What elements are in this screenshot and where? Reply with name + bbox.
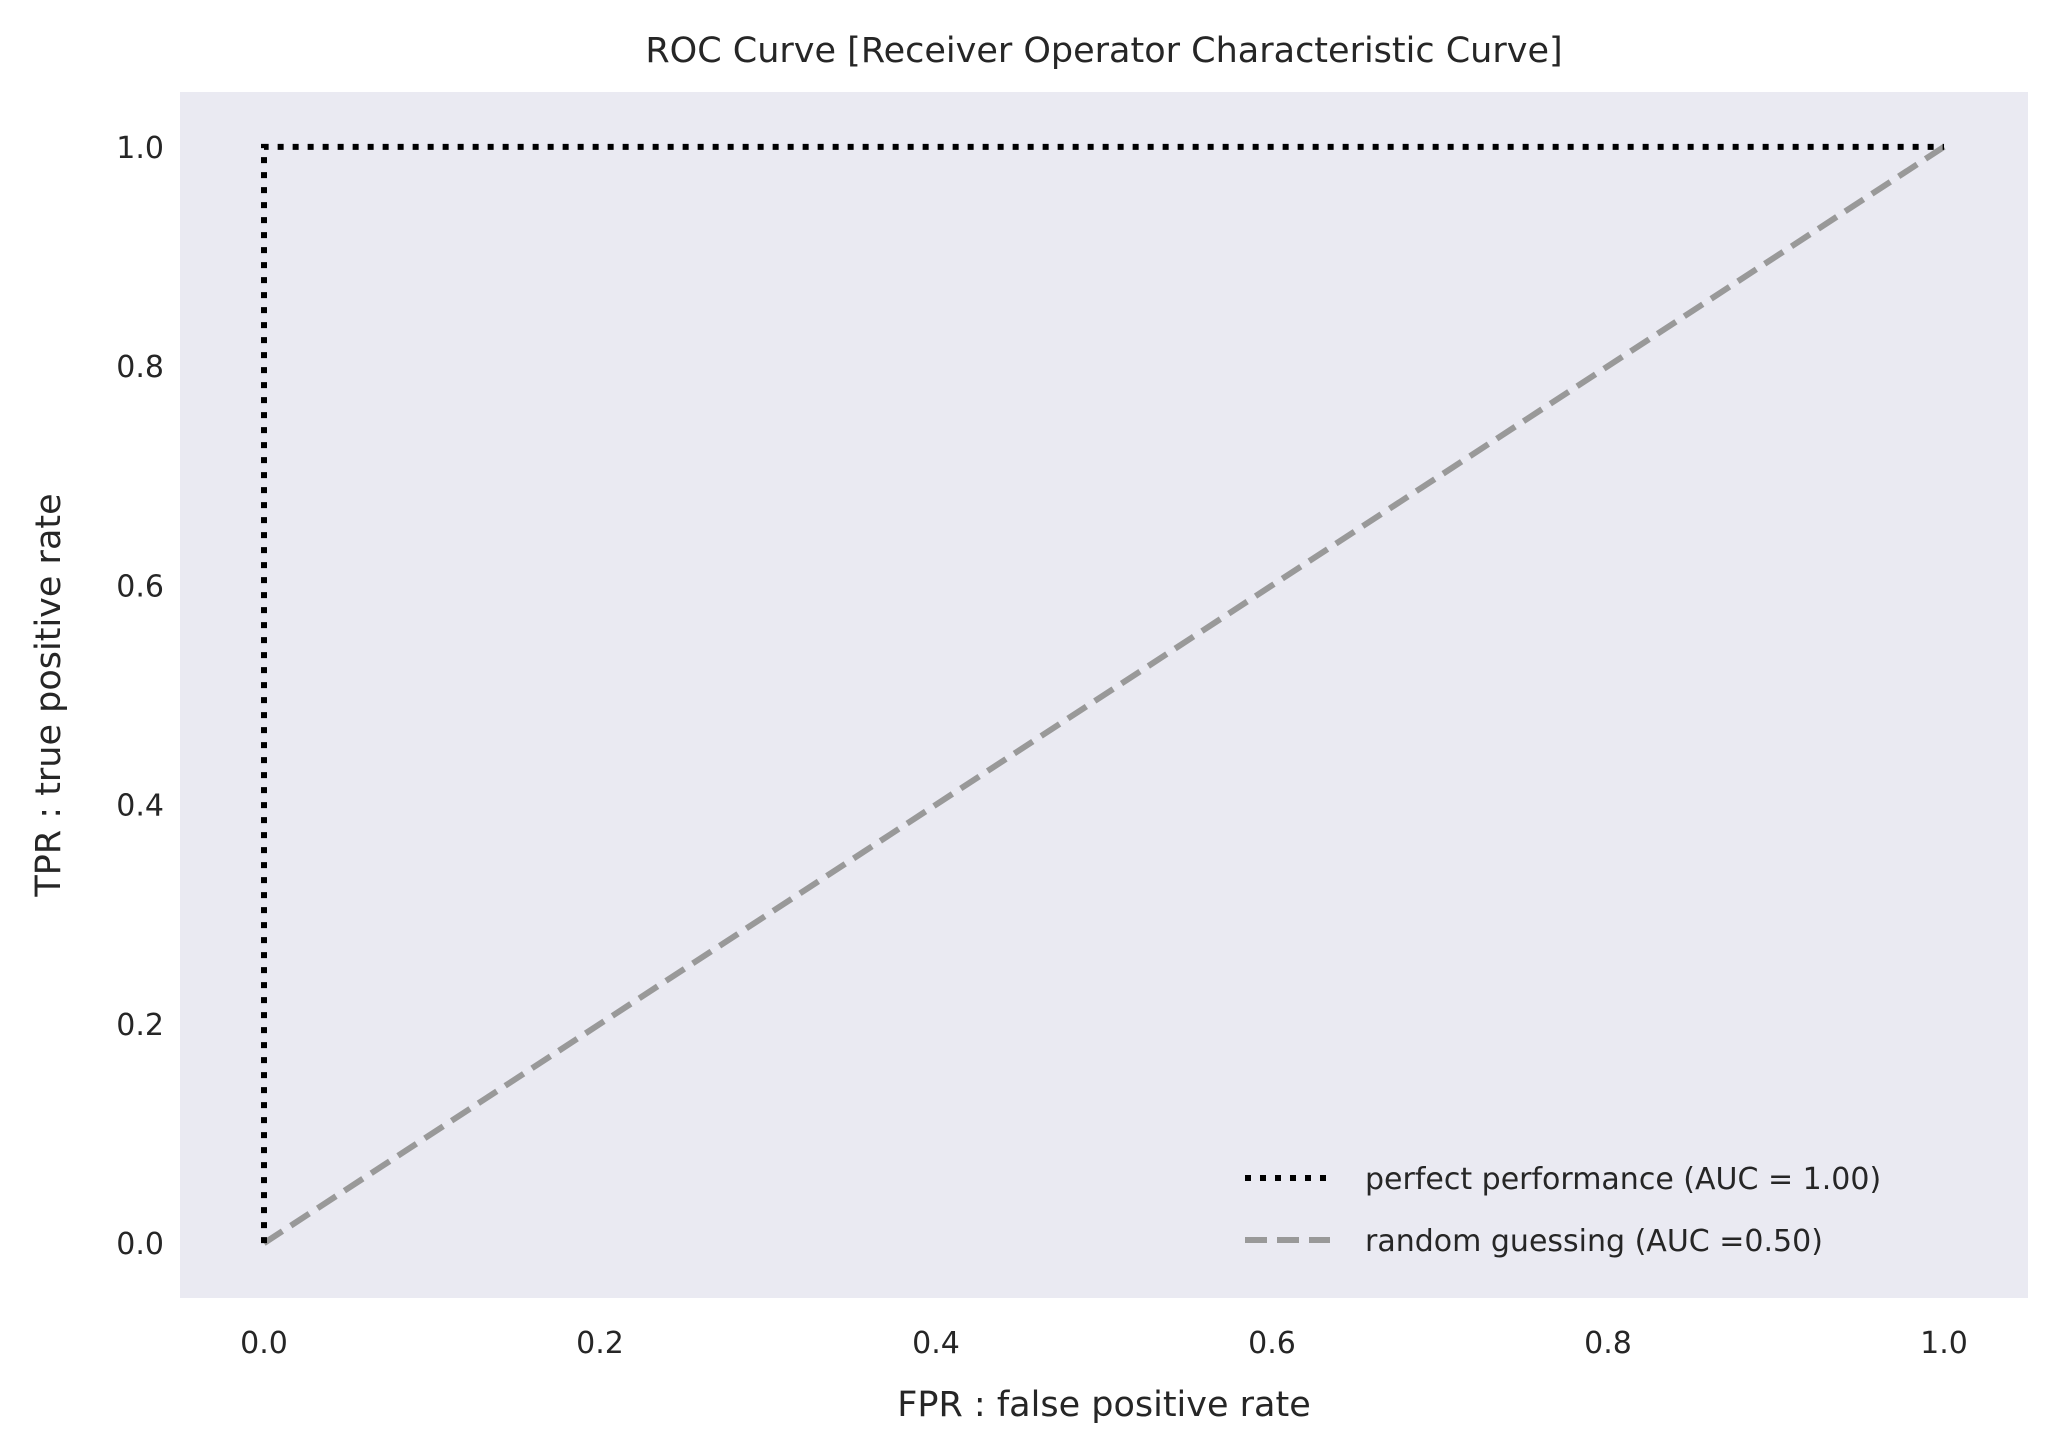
y-axis-ticks: 0.0 0.2 0.4 0.6 0.8 1.0 (116, 131, 164, 1262)
legend-label-1: random guessing (AUC =0.50) (1365, 1224, 1823, 1259)
y-axis-label: TPR : true positive rate (29, 493, 69, 897)
series-layer (261, 143, 1946, 1246)
x-tick-label: 0.4 (912, 1326, 960, 1361)
x-tick-label: 0.6 (1248, 1326, 1296, 1361)
y-tick-label: 1.0 (116, 131, 164, 166)
legend: perfect performance (AUC = 1.00) random g… (1245, 1162, 1881, 1259)
x-axis-ticks: 0.0 0.2 0.4 0.6 0.8 1.0 (240, 1326, 1968, 1361)
x-tick-label: 1.0 (1920, 1326, 1968, 1361)
series-line-1 (262, 144, 1946, 1246)
chart-title: ROC Curve [Receiver Operator Characteris… (645, 31, 1562, 71)
y-tick-label: 0.0 (116, 1227, 164, 1262)
x-tick-label: 0.0 (240, 1326, 288, 1361)
y-tick-label: 0.6 (116, 569, 164, 604)
y-tick-label: 0.4 (116, 789, 164, 824)
legend-label-0: perfect performance (AUC = 1.00) (1365, 1162, 1881, 1197)
y-tick-label: 0.8 (116, 350, 164, 385)
y-tick-label: 0.2 (116, 1008, 164, 1043)
x-tick-label: 0.8 (1584, 1326, 1632, 1361)
series-line-0 (261, 143, 1944, 1244)
x-tick-label: 0.2 (576, 1326, 624, 1361)
x-axis-label: FPR : false positive rate (897, 1385, 1311, 1425)
